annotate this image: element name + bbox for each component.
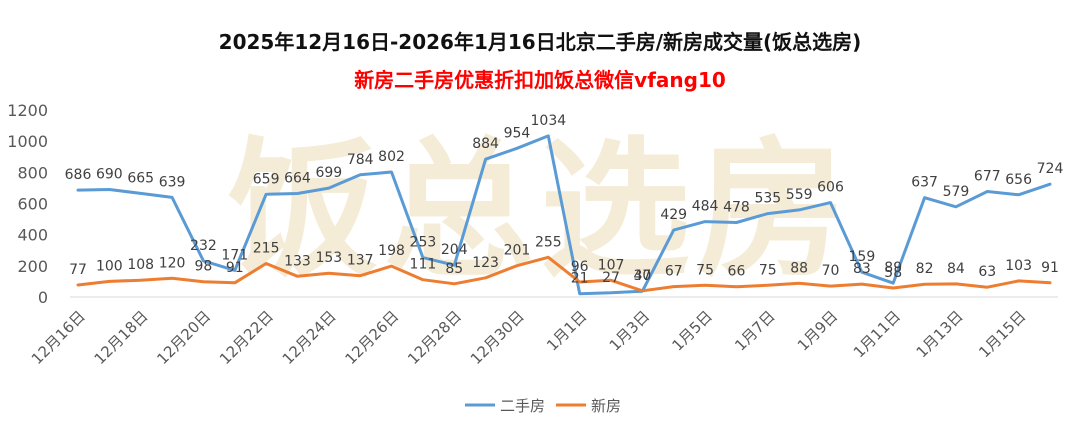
data-label: 656 (1005, 172, 1032, 188)
data-label: 70 (822, 263, 840, 279)
data-label: 478 (723, 200, 750, 216)
data-label: 884 (472, 136, 499, 152)
data-label: 123 (472, 255, 499, 271)
data-label: 699 (315, 165, 342, 181)
data-label: 665 (127, 170, 154, 186)
data-label: 637 (911, 175, 938, 191)
data-label: 639 (159, 174, 186, 190)
data-label: 606 (817, 180, 844, 196)
data-label: 83 (853, 261, 871, 277)
data-label: 111 (410, 257, 437, 273)
x-tick-label: 1月11日 (850, 307, 904, 361)
x-tick-label: 12月16日 (28, 307, 89, 368)
x-tick-label: 1月3日 (606, 307, 653, 354)
y-tick-label: 1000 (7, 132, 48, 151)
data-label: 27 (602, 270, 620, 286)
legend: 二手房 新房 (465, 397, 621, 415)
data-label: 66 (728, 264, 746, 280)
data-label: 107 (598, 257, 625, 273)
data-label: 559 (786, 187, 813, 203)
y-tick-label: 400 (17, 226, 48, 245)
x-tick-label: 12月18日 (91, 307, 152, 368)
data-label: 204 (441, 242, 468, 258)
data-label: 198 (378, 243, 405, 259)
y-tick-label: 1200 (7, 101, 48, 120)
data-label: 579 (943, 184, 970, 200)
data-label: 88 (790, 260, 808, 276)
data-label: 137 (347, 253, 374, 269)
x-tick-label: 1月15日 (975, 307, 1029, 361)
x-tick-label: 1月13日 (913, 307, 967, 361)
data-label: 954 (504, 125, 531, 141)
data-label: 802 (378, 149, 405, 165)
y-tick-label: 600 (17, 195, 48, 214)
x-tick-label: 12月24日 (279, 307, 340, 368)
data-label: 75 (696, 262, 714, 278)
chart-subtitle: 新房二手房优惠折扣加饭总微信vfang10 (354, 68, 726, 92)
data-label: 21 (571, 271, 589, 287)
y-tick-label: 200 (17, 257, 48, 276)
watermark-text: 饭总选房 (228, 124, 852, 298)
data-label: 75 (759, 262, 777, 278)
data-label: 1034 (531, 113, 567, 129)
data-label: 63 (978, 264, 996, 280)
data-label: 77 (69, 262, 87, 278)
data-label: 91 (226, 260, 244, 276)
data-label: 429 (660, 207, 687, 223)
data-label: 535 (754, 191, 781, 207)
x-tick-label: 1月7日 (731, 307, 778, 354)
x-tick-label: 12月30日 (467, 307, 528, 368)
data-label: 677 (974, 169, 1001, 185)
data-label: 724 (1037, 161, 1064, 177)
data-label: 84 (947, 261, 965, 277)
x-tick-label: 1月5日 (668, 307, 715, 354)
data-label: 690 (96, 166, 123, 182)
data-label: 784 (347, 152, 374, 168)
data-label: 171 (221, 247, 248, 263)
data-label: 98 (195, 259, 213, 275)
data-label: 89 (884, 260, 902, 276)
x-tick-label: 12月22日 (216, 307, 277, 368)
series-lines (76, 134, 1052, 296)
data-label: 58 (884, 265, 902, 281)
data-label: 91 (1041, 260, 1059, 276)
data-label: 153 (315, 250, 342, 266)
x-tick-label: 1月9日 (794, 307, 841, 354)
data-label: 215 (253, 240, 280, 256)
data-label: 100 (96, 258, 123, 274)
data-label: 40 (633, 268, 651, 284)
data-label: 103 (1005, 258, 1032, 274)
data-label: 664 (284, 171, 311, 187)
watermark: 饭总选房 (228, 124, 852, 298)
series-line-new (76, 255, 1052, 293)
data-label: 159 (849, 249, 876, 265)
data-label: 133 (284, 253, 311, 269)
data-label: 232 (190, 238, 217, 254)
data-label: 253 (410, 235, 437, 251)
data-label: 484 (692, 199, 719, 215)
data-label: 67 (665, 264, 683, 280)
data-label: 255 (535, 234, 562, 250)
data-label: 82 (916, 261, 934, 277)
x-tick-label: 12月28日 (404, 307, 465, 368)
legend-label: 新房 (591, 397, 621, 415)
legend-label: 二手房 (500, 397, 545, 415)
data-label: 37 (633, 268, 651, 284)
x-tick-label: 12月26日 (341, 307, 402, 368)
data-label: 85 (445, 261, 463, 277)
data-label: 108 (127, 257, 154, 273)
data-label: 201 (504, 243, 531, 259)
data-label: 686 (65, 167, 92, 183)
chart-title: 2025年12月16日-2026年1月16日北京二手房/新房成交量(饭总选房) (218, 30, 862, 54)
x-tick-label: 1月1日 (543, 307, 590, 354)
y-tick-label: 800 (17, 163, 48, 182)
series-line-resale (76, 134, 1052, 296)
x-tick-label: 12月20日 (153, 307, 214, 368)
data-label: 96 (571, 259, 589, 275)
y-tick-label: 0 (38, 288, 48, 307)
data-label: 659 (253, 171, 280, 187)
data-label: 120 (159, 255, 186, 271)
